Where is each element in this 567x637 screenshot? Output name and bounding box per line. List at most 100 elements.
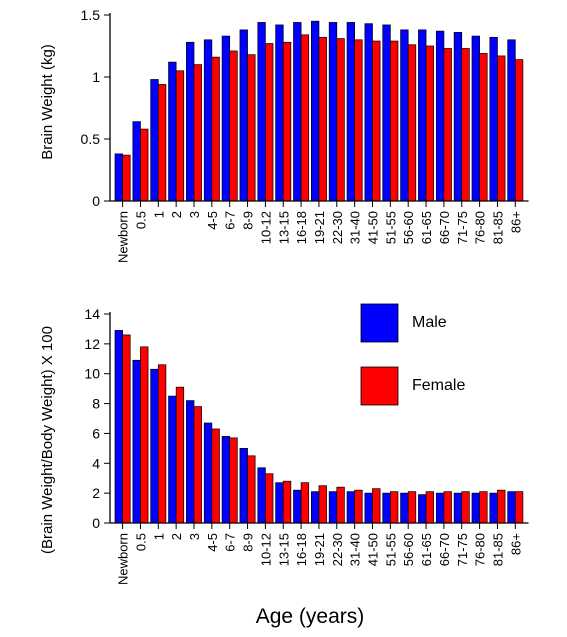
bar-female-51-55 bbox=[390, 491, 399, 524]
x-tick-label: 61-65 bbox=[419, 533, 434, 566]
bar-female-4-5 bbox=[211, 56, 220, 202]
y-tick-label: 6 bbox=[92, 425, 100, 441]
bar-male-81-85 bbox=[489, 36, 498, 202]
bar-female-6-7 bbox=[229, 50, 238, 202]
bar-male-Newborn bbox=[114, 330, 123, 524]
bar-male-0.5 bbox=[132, 121, 141, 202]
bar-female-86+ bbox=[514, 491, 524, 524]
x-tick-label: 51-55 bbox=[383, 211, 398, 244]
bar-female-13-15 bbox=[282, 480, 292, 524]
bar-male-41-50 bbox=[364, 23, 373, 202]
bar-female-31-40 bbox=[354, 39, 363, 202]
bar-female-41-50 bbox=[372, 488, 381, 524]
y-ticks-bottom: 0 2 4 6 8 10 12 14 bbox=[84, 306, 110, 531]
x-tick-label: 0.5 bbox=[133, 533, 148, 551]
bar-female-31-40 bbox=[354, 489, 363, 524]
bar-male-66-70 bbox=[435, 492, 445, 524]
bar-male-61-65 bbox=[418, 494, 427, 524]
bar-female-66-70 bbox=[443, 48, 452, 202]
bar-male-16-18 bbox=[293, 489, 302, 524]
x-tick-label: 13-15 bbox=[276, 211, 291, 244]
x-tick-label: 4-5 bbox=[205, 211, 220, 230]
bar-male-4-5 bbox=[203, 39, 213, 202]
y-tick-label: 12 bbox=[84, 336, 100, 352]
x-tick-label: 51-55 bbox=[383, 533, 398, 566]
bar-female-71-75 bbox=[461, 491, 470, 524]
y-tick-label: 4 bbox=[92, 455, 100, 471]
x-tick-label: 19-21 bbox=[312, 211, 327, 244]
x-tick-label: 61-65 bbox=[419, 211, 434, 244]
bar-female-86+ bbox=[514, 59, 524, 202]
y-tick-label: 14 bbox=[84, 306, 100, 322]
x-tick-label: 22-30 bbox=[330, 211, 345, 244]
x-tick-label: 8-9 bbox=[241, 211, 256, 230]
bar-male-51-55 bbox=[382, 24, 391, 202]
bar-female-8-9 bbox=[247, 455, 256, 524]
bar-female-3 bbox=[193, 64, 202, 202]
bar-female-4-5 bbox=[211, 428, 220, 524]
x-tick-label: 10-12 bbox=[258, 533, 273, 566]
x-tick-label: 2 bbox=[169, 533, 184, 540]
x-tick-label: 71-75 bbox=[455, 211, 470, 244]
bar-female-1 bbox=[157, 364, 167, 524]
bar-male-66-70 bbox=[435, 30, 445, 202]
bar-male-1 bbox=[150, 368, 159, 524]
x-tick-label: 41-50 bbox=[366, 211, 381, 244]
bar-male-19-21 bbox=[311, 491, 320, 524]
legend-swatch-male bbox=[360, 303, 399, 343]
bar-female-61-65 bbox=[425, 45, 434, 202]
bar-male-56-60 bbox=[400, 29, 409, 202]
bar-female-10-12 bbox=[265, 473, 274, 524]
y-tick-label: 2 bbox=[92, 485, 100, 501]
bar-male-19-21 bbox=[311, 20, 320, 202]
x-tick-label: 76-80 bbox=[473, 211, 488, 244]
y-tick-label: 8 bbox=[92, 396, 100, 412]
bar-male-8-9 bbox=[239, 448, 248, 524]
bar-female-22-30 bbox=[336, 38, 345, 202]
x-tick-label: 22-30 bbox=[330, 533, 345, 566]
bars-top bbox=[114, 20, 524, 202]
x-tick-label: 10-12 bbox=[258, 211, 273, 244]
bar-female-Newborn bbox=[122, 334, 131, 524]
bar-female-16-18 bbox=[300, 34, 310, 202]
x-tick-label: 3 bbox=[187, 211, 202, 218]
brain-weight-chart: Brain Weight (kg) 00.511.5 Newborn 0.5 1 2 3… bbox=[39, 7, 529, 263]
x-tick-label: 86+ bbox=[508, 533, 523, 555]
bar-female-56-60 bbox=[407, 44, 417, 202]
x-tick-label: Newborn bbox=[116, 533, 131, 585]
x-tick-label: 6-7 bbox=[223, 533, 238, 552]
bar-male-71-75 bbox=[453, 32, 463, 202]
x-ticks-top: Newborn 0.5 1 2 3 4-5 6-7 8-9 10-12 13-15 16-18 19-… bbox=[116, 201, 523, 263]
bar-male-81-85 bbox=[489, 492, 498, 524]
y-tick-label: 0.5 bbox=[81, 131, 101, 147]
y-tick-label: 1 bbox=[92, 69, 100, 85]
y-axis-label-bottom: (Brain Weight/Body Weight) X 100 bbox=[39, 326, 56, 554]
y-tick-label: 1.5 bbox=[81, 7, 101, 23]
x-tick-label: 81-85 bbox=[491, 533, 506, 566]
bar-female-76-80 bbox=[479, 491, 488, 524]
bar-male-31-40 bbox=[346, 491, 355, 524]
bar-male-71-75 bbox=[453, 492, 463, 524]
bar-female-1 bbox=[157, 84, 167, 202]
bar-male-61-65 bbox=[418, 29, 427, 202]
bar-male-8-9 bbox=[239, 29, 248, 202]
x-tick-label: 19-21 bbox=[312, 533, 327, 566]
bar-female-0.5 bbox=[140, 346, 149, 524]
legend-label-male: Male bbox=[412, 314, 447, 331]
bars-bottom bbox=[114, 330, 524, 524]
x-tick-label: 66-70 bbox=[437, 211, 452, 244]
x-axis-label-bottom: Age (years) bbox=[256, 605, 365, 628]
x-tick-label: 13-15 bbox=[276, 533, 291, 566]
bar-female-2 bbox=[175, 70, 185, 202]
bar-female-22-30 bbox=[336, 486, 345, 524]
bar-female-0.5 bbox=[140, 128, 149, 202]
bar-male-76-80 bbox=[471, 35, 480, 202]
x-tick-label: 1 bbox=[151, 533, 166, 540]
bar-male-22-30 bbox=[328, 491, 338, 524]
bar-male-86+ bbox=[507, 39, 516, 202]
x-tick-label: 16-18 bbox=[294, 211, 309, 244]
bar-male-2 bbox=[168, 395, 177, 524]
x-tick-label: 4-5 bbox=[205, 533, 220, 552]
x-tick-label: 6-7 bbox=[223, 211, 238, 230]
